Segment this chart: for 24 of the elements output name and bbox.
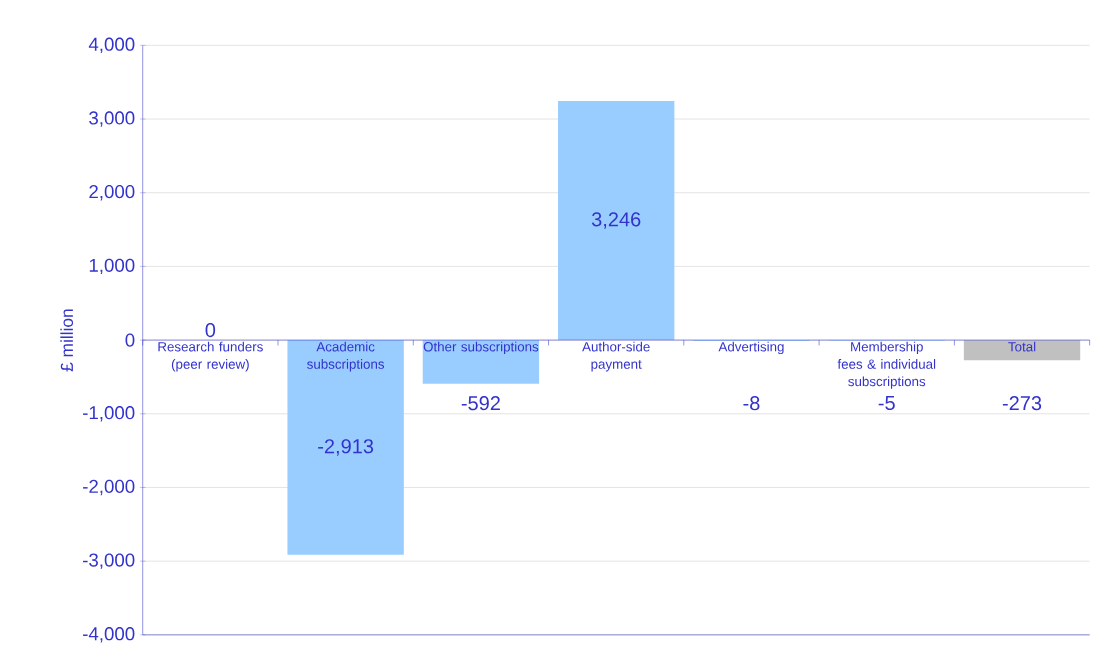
- y-tick-label: 1,000: [89, 258, 135, 275]
- x-tick-label: Author-side payment: [582, 341, 650, 372]
- y-tick-label: 0: [125, 333, 135, 347]
- data-label: -5: [878, 396, 895, 411]
- y-tick-label: -3,000: [83, 553, 135, 569]
- x-tick-label: Academic subscriptions: [307, 341, 385, 372]
- x-tick-label: Research funders (peer review): [158, 341, 263, 372]
- data-label: -592: [461, 396, 500, 411]
- x-tick-label: Advertising: [718, 341, 784, 355]
- data-label: -8: [743, 396, 760, 411]
- y-tick-label: -2,000: [83, 479, 135, 496]
- y-tick-label: -1,000: [83, 406, 135, 422]
- data-label: -273: [1002, 396, 1042, 411]
- data-label: 3,246: [591, 212, 641, 229]
- y-tick-label: -4,000: [83, 627, 135, 643]
- y-axis-title: £ million: [60, 309, 74, 372]
- y-tick-label: 2,000: [89, 185, 135, 201]
- data-label: 0: [205, 323, 216, 338]
- y-tick-label: 4,000: [88, 37, 135, 54]
- x-tick-label: Total: [1008, 341, 1036, 352]
- x-tick-label: Other subscriptions: [423, 341, 539, 355]
- x-tick-label: Membership fees & individual subscriptions: [837, 341, 936, 389]
- data-label: -2,913: [318, 439, 374, 456]
- y-tick-label: 3,000: [89, 111, 135, 127]
